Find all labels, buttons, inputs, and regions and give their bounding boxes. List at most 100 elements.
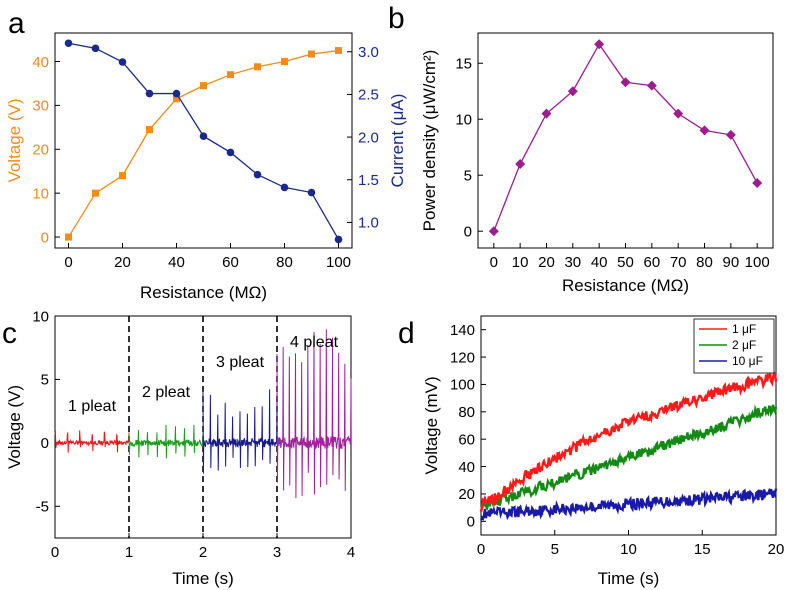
x-axis-label: Resistance (MΩ)	[140, 283, 267, 302]
data-point	[119, 172, 126, 180]
data-point	[541, 108, 552, 119]
x-tick-label: 0	[64, 254, 72, 271]
y-tick-label: 0	[41, 435, 49, 452]
y-tick-label: 20	[32, 142, 49, 159]
x-tick-label: 3	[273, 544, 281, 561]
x-tick-label: 40	[591, 254, 608, 271]
x-tick-label: 80	[696, 254, 713, 271]
x-tick-label: 20	[538, 254, 555, 271]
data-point	[594, 39, 605, 50]
signal-segment	[128, 424, 204, 459]
x-tick-label: 100	[326, 254, 351, 271]
data-point	[64, 39, 73, 48]
y-tick-label: 140	[450, 322, 475, 339]
x-tick-label: 2	[199, 544, 207, 561]
signal-segment	[276, 329, 352, 499]
data-point	[308, 50, 315, 58]
data-point	[752, 178, 763, 189]
x-tick-label: 90	[723, 254, 740, 271]
data-point	[646, 80, 657, 91]
panel-b: 0 10 20 30 40 50 60 70 80 90 100 0 5 10 15 Resistance (…	[420, 32, 774, 295]
x-tick-label: 5	[551, 541, 559, 558]
y-tick-label: 2.0	[358, 129, 379, 146]
legend-label: 1 μF	[732, 322, 756, 336]
series-line-current	[68, 42, 340, 240]
y-axis-label: Voltage (mV)	[422, 376, 441, 474]
data-point	[699, 125, 710, 136]
x-axis-label: Time (s)	[172, 569, 234, 588]
data-point	[335, 47, 342, 55]
data-point	[65, 233, 72, 241]
signal-segment	[54, 430, 130, 453]
data-point	[567, 86, 578, 97]
panel-a: 0 20 40 60 80 100 0 10 20 30 40 1.0 1.5 2.0 2.5 3.0 Resi…	[5, 32, 407, 302]
x-axis-label: Resistance (MΩ)	[562, 276, 689, 295]
series-line-10-μF	[479, 487, 778, 521]
legend-label: 2 μF	[732, 338, 756, 352]
legend-box	[693, 318, 775, 374]
x-tick-label: 60	[643, 254, 660, 271]
y-tick-label: 10	[32, 308, 49, 325]
data-point	[620, 77, 631, 88]
y-tick-label: 15	[455, 55, 472, 72]
y-tick-label: 80	[458, 404, 475, 421]
panel-label-d: d	[398, 317, 415, 350]
data-point	[280, 183, 289, 192]
y-tick-label: 10	[32, 185, 49, 202]
panel-label-b: b	[388, 2, 405, 35]
data-point	[334, 235, 343, 244]
y-tick-label: 10	[455, 111, 472, 128]
panel-label-a: a	[8, 7, 25, 40]
y-tick-label: 40	[458, 459, 475, 476]
y-tick-label: 30	[32, 98, 49, 115]
y-tick-label: 100	[450, 377, 475, 394]
x-tick-label: 40	[168, 254, 185, 271]
y-tick-label: 0	[41, 229, 49, 246]
x-tick-label: 15	[694, 541, 711, 558]
y-tick-label: 5	[464, 167, 472, 184]
y-tick-label: 3.0	[358, 44, 379, 61]
panel-label-c: c	[2, 317, 17, 350]
series-line-voltage	[67, 49, 339, 238]
data-point	[199, 132, 208, 141]
x-tick-label: 1	[125, 544, 133, 561]
x-tick-label: 0	[51, 544, 59, 561]
x-tick-label: 10	[512, 254, 529, 271]
data-point	[673, 108, 684, 119]
data-point	[725, 129, 736, 140]
y-tick-label: -5	[36, 499, 49, 516]
panel-c: 0 1 2 3 4 -5 0 5 10 Time (s) Voltage (V) 1 pleat 2 p…	[5, 308, 355, 588]
data-point	[118, 58, 127, 66]
x-tick-label: 70	[670, 254, 687, 271]
y-axis-label-right: Current (μA)	[388, 94, 407, 188]
data-point	[91, 44, 100, 53]
data-point	[200, 82, 207, 90]
data-point	[173, 95, 180, 103]
signal-segment	[202, 389, 278, 474]
y-tick-label: 1.0	[358, 215, 379, 232]
x-tick-label: 0	[477, 541, 485, 558]
data-point	[253, 170, 262, 179]
series-line-power-density	[493, 42, 758, 232]
data-point	[515, 159, 526, 170]
y-tick-label: 2.5	[358, 87, 379, 104]
panel-d: 0 5 10 15 20 0 20 40 60 80 100 120 140 Time (s) Voltag…	[422, 315, 785, 588]
plot-frame	[477, 32, 774, 249]
segment-label: 2 pleat	[142, 384, 191, 401]
x-tick-label: 80	[276, 254, 293, 271]
data-point	[172, 89, 181, 98]
y-tick-label: 120	[450, 349, 475, 366]
segment-label: 4 pleat	[290, 334, 339, 351]
y-tick-label: 1.5	[358, 172, 379, 189]
x-tick-label: 0	[490, 254, 498, 271]
x-tick-label: 30	[564, 254, 581, 271]
x-tick-label: 20	[768, 541, 785, 558]
data-point	[146, 126, 153, 134]
y-tick-label: 5	[41, 372, 49, 389]
series-line-1-μF	[479, 370, 778, 512]
y-tick-label: 40	[32, 54, 49, 71]
y-tick-label: 0	[467, 514, 475, 531]
data-point	[145, 89, 154, 98]
data-point	[254, 63, 261, 71]
x-tick-label: 20	[114, 254, 131, 271]
